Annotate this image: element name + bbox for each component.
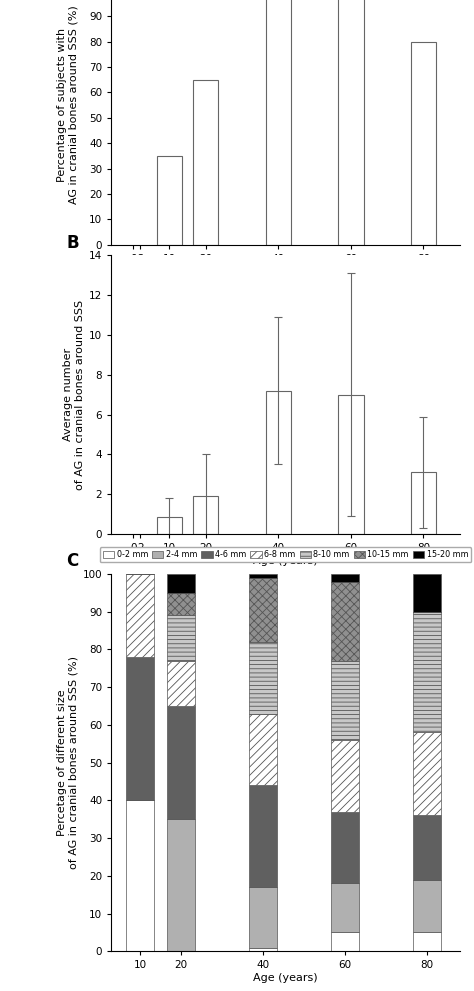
Bar <box>331 574 359 582</box>
Y-axis label: Average number
of AG in cranial bones around SSS: Average number of AG in cranial bones ar… <box>64 299 85 490</box>
Bar <box>167 593 195 615</box>
Bar <box>126 574 155 657</box>
Bar <box>411 473 436 534</box>
Bar <box>265 390 291 534</box>
Bar <box>249 642 277 714</box>
Bar <box>413 574 441 611</box>
Bar <box>413 611 441 732</box>
Text: C: C <box>66 552 78 570</box>
Bar <box>157 517 182 534</box>
Bar <box>167 820 195 951</box>
Bar <box>167 706 195 820</box>
Bar <box>413 880 441 933</box>
Bar <box>331 582 359 661</box>
Bar <box>249 947 277 951</box>
X-axis label: Age (years): Age (years) <box>253 973 318 983</box>
Bar <box>331 883 359 933</box>
Bar <box>249 714 277 785</box>
Bar <box>413 816 441 880</box>
Bar <box>338 0 364 245</box>
Text: B: B <box>66 234 79 252</box>
Bar <box>157 156 182 245</box>
Bar <box>338 394 364 534</box>
Bar <box>249 574 277 578</box>
Bar <box>249 887 277 947</box>
Bar <box>411 42 436 245</box>
Bar <box>265 0 291 245</box>
Bar <box>413 732 441 816</box>
Bar <box>167 615 195 661</box>
Bar <box>249 578 277 642</box>
Legend: 0-2 mm, 2-4 mm, 4-6 mm, 6-8 mm, 8-10 mm, 10-15 mm, 15-20 mm: 0-2 mm, 2-4 mm, 4-6 mm, 6-8 mm, 8-10 mm,… <box>100 547 472 562</box>
X-axis label: Age (years): Age (years) <box>253 556 318 566</box>
Y-axis label: Percentage of subjects with
AG in cranial bones around SSS (%): Percentage of subjects with AG in crania… <box>57 6 79 204</box>
X-axis label: Age (years): Age (years) <box>253 267 318 276</box>
Bar <box>331 933 359 951</box>
Bar <box>193 79 219 245</box>
Bar <box>331 661 359 740</box>
Bar <box>167 661 195 706</box>
Bar <box>126 801 155 951</box>
Bar <box>126 657 155 801</box>
Bar <box>413 933 441 951</box>
Bar <box>249 785 277 887</box>
Bar <box>331 812 359 883</box>
Y-axis label: Percetage of different size
of AG in cranial bones around SSS (%): Percetage of different size of AG in cra… <box>57 656 79 869</box>
Bar <box>331 740 359 812</box>
Bar <box>167 574 195 593</box>
Bar <box>193 496 219 534</box>
